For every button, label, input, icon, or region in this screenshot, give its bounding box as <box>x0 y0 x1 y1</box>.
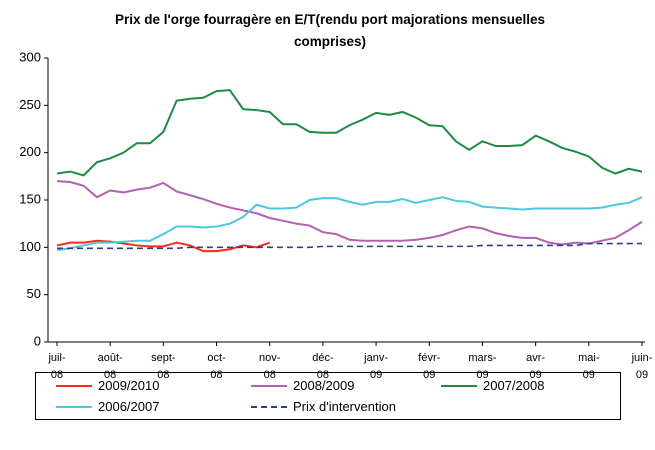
legend-swatch <box>251 406 287 408</box>
series-line <box>56 89 643 177</box>
legend-swatch <box>56 406 92 408</box>
legend-item: Prix d'intervention <box>251 399 396 415</box>
legend-item: 2006/2007 <box>56 399 159 415</box>
legend-swatch <box>251 385 287 387</box>
y-tick-label: 0 <box>34 333 41 348</box>
y-tick-label: 300 <box>19 49 41 64</box>
legend-label: 2007/2008 <box>483 378 545 393</box>
legend-item: 2009/2010 <box>56 378 159 394</box>
legend-swatch <box>441 385 477 387</box>
chart-title: Prix de l'orge fourragère en E/T(rendu p… <box>114 12 546 49</box>
y-tick-label: 200 <box>19 144 41 159</box>
x-tick-label: juin-09 <box>631 352 653 381</box>
legend-label: 2006/2007 <box>98 399 160 414</box>
series-line <box>57 242 642 250</box>
legend-item: 2008/2009 <box>251 378 354 394</box>
legend-item: 2007/2008 <box>441 378 544 394</box>
legend-label: Prix d'intervention <box>293 399 396 414</box>
y-tick-label: 50 <box>27 286 41 301</box>
y-tick-label: 150 <box>19 191 41 206</box>
series-line <box>56 196 643 252</box>
legend-label: 2008/2009 <box>293 378 355 393</box>
legend: 2009/2010 2008/2009 2007/2008 2006/2007 Prix… <box>35 372 621 420</box>
series-line <box>56 180 643 246</box>
legend-swatch <box>56 385 92 387</box>
series-line <box>56 239 271 253</box>
y-tick-label: 100 <box>19 239 41 254</box>
y-tick-label: 250 <box>19 97 41 112</box>
legend-label: 2009/2010 <box>98 378 160 393</box>
